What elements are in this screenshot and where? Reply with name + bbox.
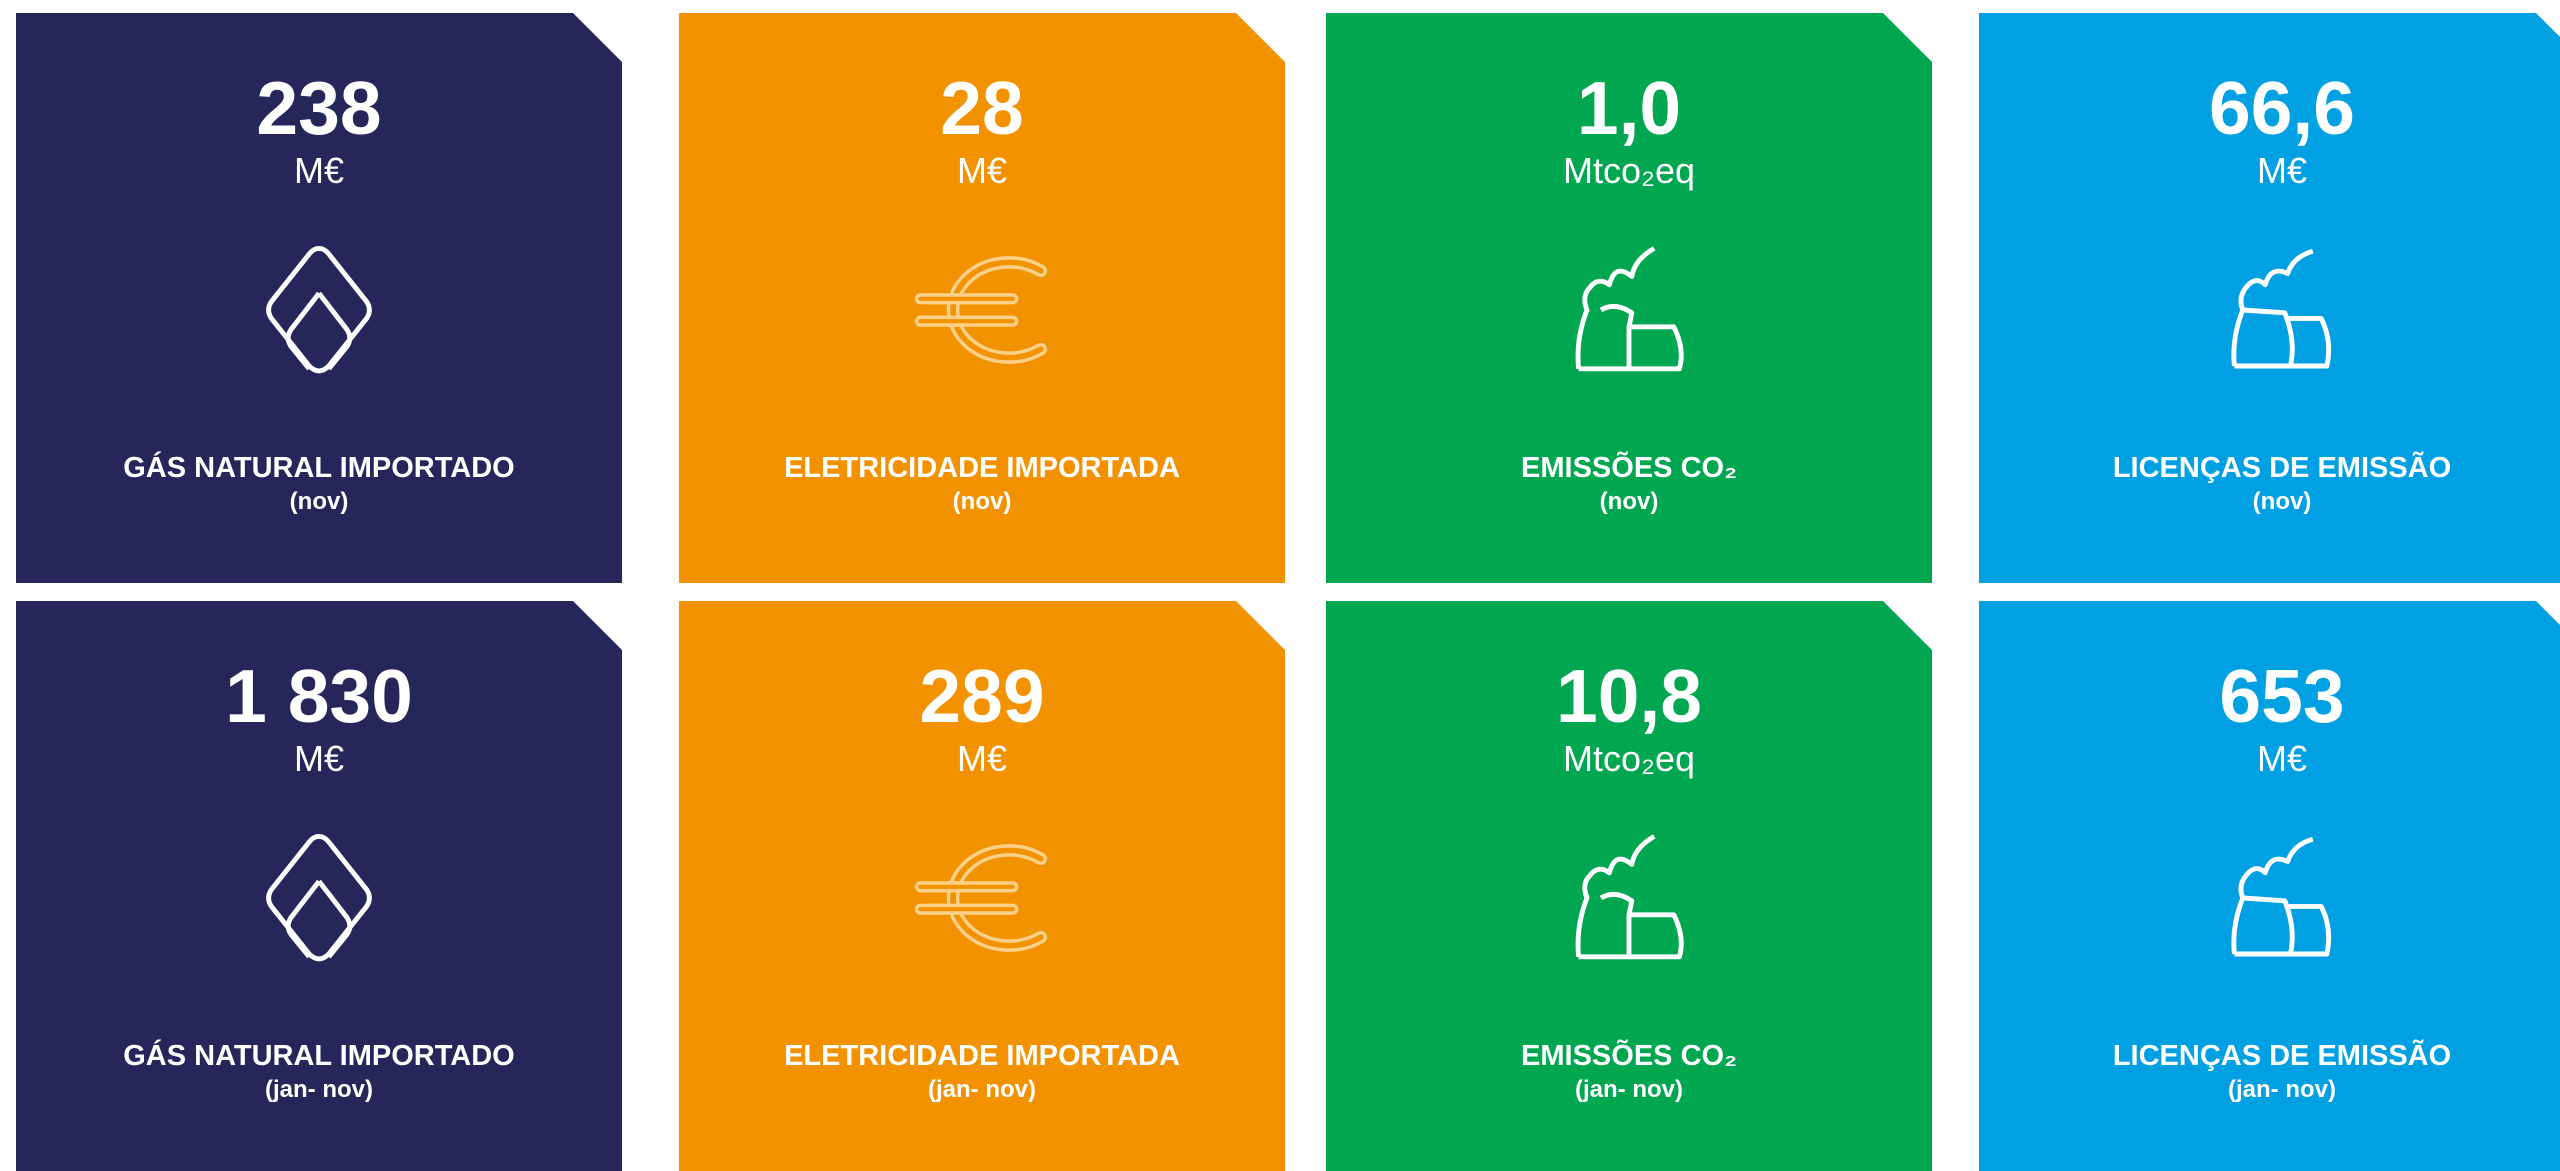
card-label: LICENÇAS DE EMISSÃO — [2112, 452, 2452, 484]
kpi-card: 1 830 M€ GÁS NATURAL IMPORTADO (jan- nov) — [16, 601, 622, 1171]
card-icon — [1575, 834, 1684, 960]
card-period: (nov) — [952, 488, 1012, 515]
card-period: (nov) — [289, 488, 349, 515]
card-icon — [266, 245, 372, 374]
kpi-card: 289 M€ ELETRICIDADE IMPORTADA (jan- nov) — [679, 601, 1285, 1171]
card-unit: M€ — [2256, 738, 2307, 779]
card-value: 653 — [2219, 654, 2345, 738]
card-icon — [2231, 836, 2332, 957]
kpi-card: 10,8 Mtco₂eq EMISSÕES CO₂ (jan- nov) — [1326, 601, 1932, 1171]
card-value: 1 830 — [225, 654, 413, 738]
card-icon — [2231, 248, 2332, 369]
card-unit: M€ — [293, 738, 344, 779]
card-value: 238 — [256, 66, 382, 150]
kpi-card: 28 M€ ELETRICIDADE IMPORTADA (nov) — [679, 13, 1285, 583]
card-period: (nov) — [1599, 488, 1659, 515]
card-label: GÁS NATURAL IMPORTADO — [123, 1040, 515, 1072]
card-label: LICENÇAS DE EMISSÃO — [2112, 1040, 2452, 1072]
card-unit: Mtco₂eq — [1562, 738, 1696, 779]
kpi-card: 653 M€ LICENÇAS DE EMISSÃO (jan- nov) — [1979, 601, 2560, 1171]
card-unit: M€ — [956, 150, 1007, 191]
card-period: (jan- nov) — [928, 1076, 1036, 1103]
card-period: (jan- nov) — [265, 1076, 373, 1103]
card-label: ELETRICIDADE IMPORTADA — [784, 452, 1180, 484]
kpi-card: 66,6 M€ LICENÇAS DE EMISSÃO (nov) — [1979, 13, 2560, 583]
card-value: 28 — [940, 66, 1024, 150]
card-unit: M€ — [293, 150, 344, 191]
card-unit: M€ — [2256, 150, 2307, 191]
card-unit: Mtco₂eq — [1562, 150, 1696, 191]
card-icon — [914, 844, 1048, 952]
card-unit: M€ — [956, 738, 1007, 779]
card-value: 66,6 — [2209, 66, 2355, 150]
card-period: (jan- nov) — [1575, 1076, 1683, 1103]
card-icon — [1575, 246, 1684, 372]
card-value: 10,8 — [1556, 654, 1702, 738]
card-label: EMISSÕES CO₂ — [1521, 1040, 1737, 1072]
card-label: ELETRICIDADE IMPORTADA — [784, 1040, 1180, 1072]
card-icon — [914, 256, 1048, 364]
card-value: 1,0 — [1576, 66, 1682, 150]
kpi-card: 1,0 Mtco₂eq EMISSÕES CO₂ (nov) — [1326, 13, 1932, 583]
card-label: EMISSÕES CO₂ — [1521, 452, 1737, 484]
card-period: (jan- nov) — [2228, 1076, 2336, 1103]
kpi-card: 238 M€ GÁS NATURAL IMPORTADO (nov) — [16, 13, 622, 583]
card-icon — [266, 833, 372, 962]
card-value: 289 — [919, 654, 1045, 738]
card-label: GÁS NATURAL IMPORTADO — [123, 452, 515, 484]
card-period: (nov) — [2252, 488, 2312, 515]
